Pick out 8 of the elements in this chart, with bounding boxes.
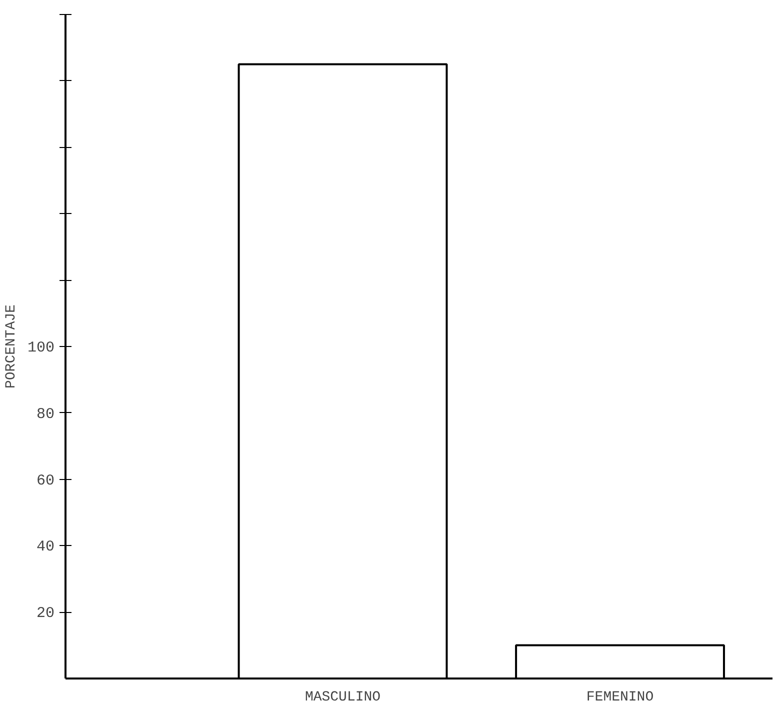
y-tick-label: 60 xyxy=(36,472,55,490)
y-axis-title: PORCENTAJE xyxy=(3,304,20,389)
y-tick-label: 100 xyxy=(27,340,55,356)
x-tick-label: FEMENINO xyxy=(586,690,654,706)
y-tick-label: 20 xyxy=(36,605,55,622)
x-tick-label: MASCULINO xyxy=(304,690,381,706)
y-tick-label: 80 xyxy=(36,406,55,423)
y-tick-label: 40 xyxy=(36,538,55,556)
